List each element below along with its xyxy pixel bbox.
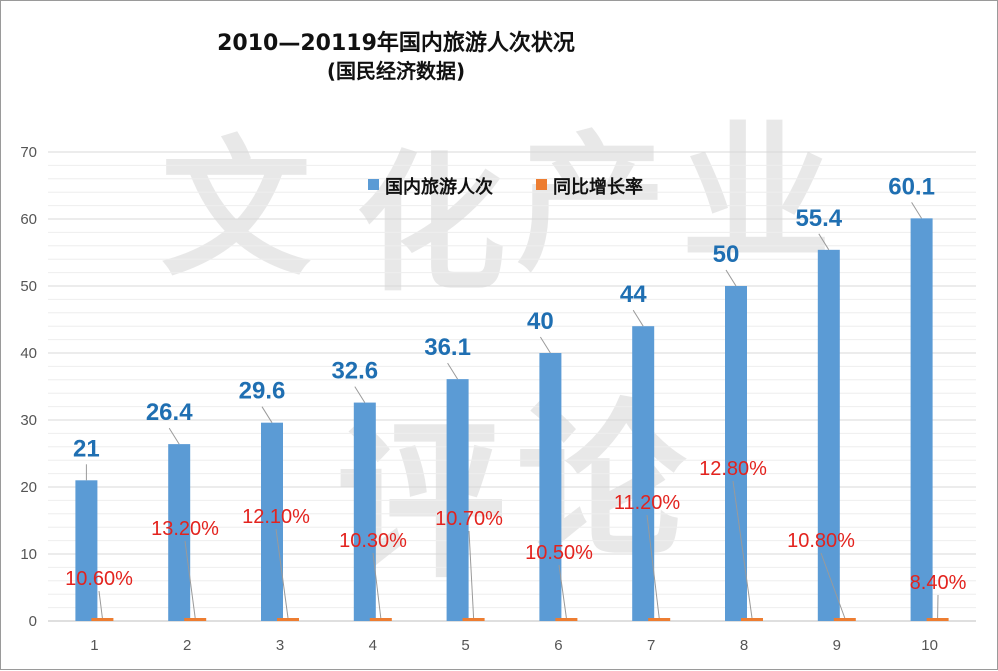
x-tick-label: 9 — [833, 637, 841, 654]
y-tick-label: 10 — [20, 546, 37, 563]
value-label-growth: 10.80% — [787, 530, 855, 552]
legend-label-visitors: 国内旅游人次 — [385, 176, 493, 198]
x-tick-label: 7 — [647, 637, 655, 654]
bar-growth — [927, 618, 949, 621]
bar-growth — [834, 618, 856, 621]
bar-visitors — [447, 379, 469, 621]
x-tick-label: 10 — [921, 637, 938, 654]
bar-growth — [370, 618, 392, 621]
legend-swatch-visitors — [368, 179, 379, 190]
value-label-visitors: 55.4 — [795, 205, 842, 232]
x-tick-label: 4 — [369, 637, 377, 654]
value-label-growth: 10.60% — [65, 568, 133, 590]
y-tick-label: 50 — [20, 278, 37, 295]
x-tick-label: 8 — [740, 637, 748, 654]
x-tick-label: 5 — [461, 637, 469, 654]
bar-visitors — [911, 218, 933, 621]
x-tick-label: 1 — [90, 637, 98, 654]
value-label-growth: 10.70% — [435, 508, 503, 530]
value-label-visitors: 40 — [527, 308, 554, 335]
watermark-glyph: 文 — [161, 121, 311, 297]
leader-line-visitors — [169, 428, 179, 444]
value-label-growth: 10.50% — [525, 542, 593, 564]
bar-growth — [91, 618, 113, 621]
value-label-growth: 13.20% — [151, 518, 219, 540]
y-tick-label: 20 — [20, 479, 37, 496]
bar-visitors — [75, 480, 97, 621]
leader-line-visitors — [912, 202, 922, 218]
chart-title: 2010—20119年国内旅游人次状况 — [217, 30, 575, 56]
x-tick-label: 2 — [183, 637, 191, 654]
leader-line-visitors — [448, 363, 458, 379]
x-tick-label: 6 — [554, 637, 562, 654]
bar-growth — [741, 618, 763, 621]
leader-line-visitors — [355, 387, 365, 403]
y-tick-label: 0 — [29, 613, 37, 630]
y-tick-label: 40 — [20, 345, 37, 362]
bar-growth — [277, 618, 299, 621]
bar-visitors — [539, 353, 561, 621]
watermark-glyph: 产 — [516, 116, 666, 292]
value-label-visitors: 44 — [620, 281, 647, 308]
bar-growth — [184, 618, 206, 621]
value-label-growth: 10.30% — [339, 530, 407, 552]
value-label-visitors: 21 — [73, 435, 100, 462]
value-label-growth: 12.80% — [699, 458, 767, 480]
value-label-visitors: 29.6 — [239, 378, 286, 405]
bar-visitors — [818, 250, 840, 621]
bar-visitors — [632, 326, 654, 621]
value-label-growth: 12.10% — [242, 506, 310, 528]
value-label-visitors: 60.1 — [888, 173, 935, 200]
legend-label-growth: 同比增长率 — [553, 176, 643, 198]
y-tick-label: 70 — [20, 144, 37, 161]
bar-visitors — [354, 403, 376, 621]
value-label-growth: 8.40% — [910, 572, 967, 594]
legend-swatch-growth — [536, 179, 547, 190]
bar-growth — [555, 618, 577, 621]
bar-growth — [463, 618, 485, 621]
y-tick-label: 60 — [20, 211, 37, 228]
value-label-visitors: 36.1 — [424, 334, 471, 361]
y-axis: 0 10 20 30 40 50 60 70 — [20, 144, 37, 630]
value-label-visitors: 50 — [713, 241, 740, 268]
value-label-visitors: 32.6 — [331, 358, 378, 385]
y-tick-label: 30 — [20, 412, 37, 429]
bar-growth — [648, 618, 670, 621]
chart-subtitle: (国民经济数据) — [327, 59, 465, 83]
watermark-glyph: 业 — [681, 106, 831, 282]
bar-visitors — [725, 286, 747, 621]
leader-line-growth — [99, 591, 102, 618]
x-tick-label: 3 — [276, 637, 284, 654]
value-label-growth: 11.20% — [614, 492, 681, 514]
x-axis: 1 2 3 4 5 6 7 8 9 10 — [90, 637, 938, 654]
value-label-visitors: 26.4 — [146, 399, 193, 426]
